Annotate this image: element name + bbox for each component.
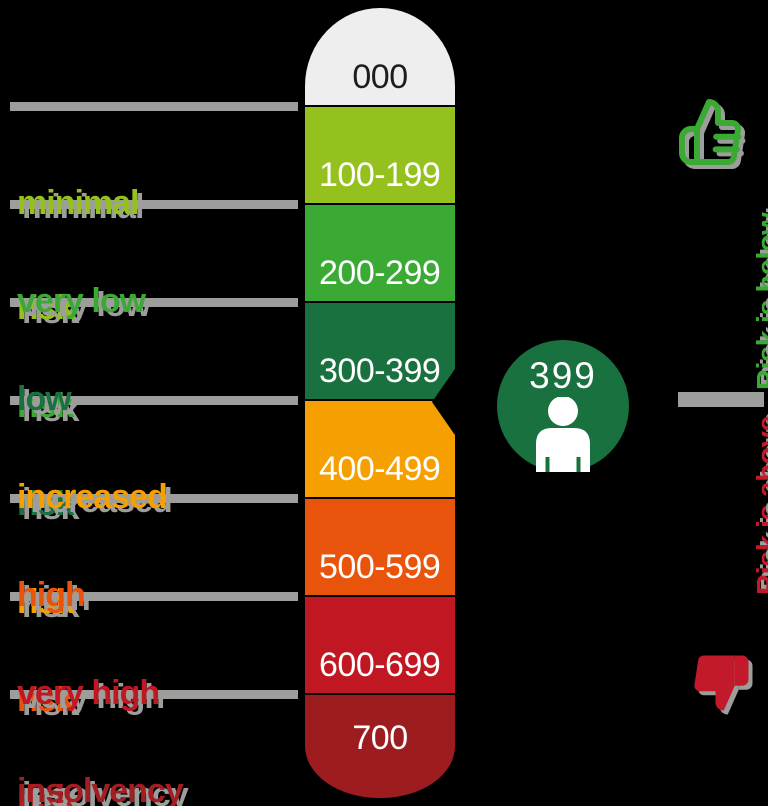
risk-level-label-very-low: very low risk	[17, 214, 146, 494]
scale-band-range: 400-499	[319, 450, 441, 488]
scale-band-100-199: 100-199	[305, 107, 455, 203]
label-line: risk	[17, 485, 74, 523]
thumbs-up-icon	[679, 99, 742, 165]
label-line: low	[17, 380, 72, 418]
divider-line	[10, 200, 298, 209]
scale-band-range: 700	[352, 719, 408, 757]
label-line: Risk is below	[752, 212, 768, 390]
label-line: insolvency	[17, 772, 184, 806]
divider-line	[10, 592, 298, 601]
scale-band-400-499: 400-499	[305, 401, 455, 497]
label-line: increased	[17, 478, 168, 516]
scale-band-300-399: 300-399	[305, 303, 455, 399]
scale-band-range: 300-399	[319, 352, 441, 390]
label-line: risk	[17, 779, 75, 806]
label-line: very high	[17, 674, 160, 712]
score-badge: 399	[497, 340, 629, 472]
risk-below-average-label: Risk is below average	[676, 178, 768, 390]
score-value: 399	[529, 355, 597, 396]
label-line: risk	[17, 681, 74, 719]
scale-band-range: 500-599	[319, 548, 441, 586]
thumbs-down-icon	[694, 655, 749, 711]
scale-band-600-699: 600-699	[305, 597, 455, 693]
scale-band-700: 700	[305, 695, 455, 798]
score-pointer-notch	[432, 363, 459, 441]
risk-level-label-increased: increased risk	[17, 410, 168, 690]
scale-band-000: 000	[305, 8, 455, 105]
right-divider-line	[678, 392, 764, 407]
divider-line	[10, 102, 298, 111]
risk-level-label-minimal: minimal risk	[17, 116, 139, 396]
label-line: high	[17, 576, 86, 614]
risk-level-label-insolvency: insolvency	[17, 704, 184, 806]
label-line: risk	[17, 289, 75, 327]
divider-line	[10, 396, 298, 405]
scale-band-200-299: 200-299	[305, 205, 455, 301]
divider-line	[10, 494, 298, 503]
label-line: minimal	[17, 184, 139, 222]
risk-level-label-low: low risk	[17, 312, 74, 592]
scale-band-500-599: 500-599	[305, 499, 455, 595]
divider-line	[10, 298, 298, 307]
risk-above-average-label: Risk is above average	[676, 416, 768, 628]
risk-level-label-high: high risk	[17, 508, 86, 788]
scale-band-range: 000	[352, 58, 408, 96]
label-line: very low	[17, 282, 146, 320]
scale-band-range: 100-199	[319, 156, 441, 194]
label-line: Risk is above	[752, 416, 768, 595]
scale-band-range: 200-299	[319, 254, 441, 292]
label-line: risk	[17, 583, 74, 621]
scale-band-range: 600-699	[319, 646, 441, 684]
divider-line	[10, 690, 298, 699]
label-line: risk	[17, 387, 75, 425]
risk-level-label-very-high: very high risk	[17, 606, 160, 806]
person-icon	[536, 397, 590, 472]
